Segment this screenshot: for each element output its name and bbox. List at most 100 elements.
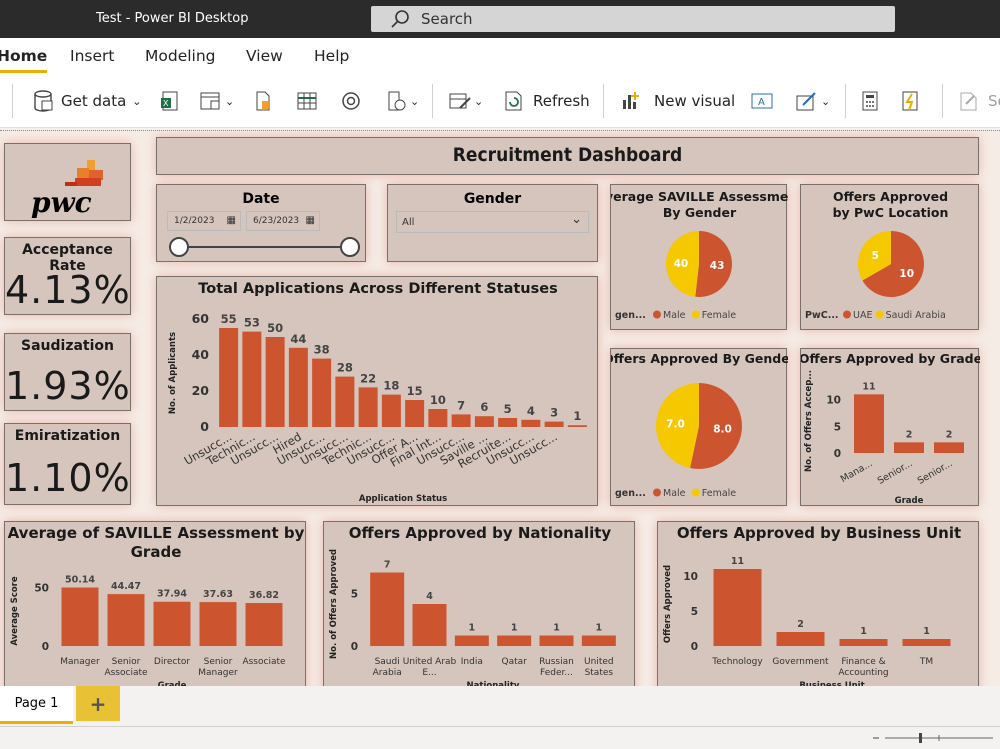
x-tick-label: Senior... (876, 458, 915, 487)
x-tick-label: United Arab (403, 657, 457, 667)
bar (242, 331, 262, 427)
bar (521, 419, 541, 427)
legend-label: Male (663, 310, 686, 321)
sensitivity-button[interactable]: Se (958, 88, 1000, 114)
menu-help[interactable]: Help (314, 47, 350, 65)
x-tick-label: Feder... (540, 668, 573, 678)
end-date-input[interactable]: 6/23/2023 ▦ (246, 211, 320, 231)
data-label: 11 (731, 556, 744, 567)
data-label: 7 (457, 398, 465, 412)
pie-label: 10 (899, 268, 914, 280)
edit-queries-button[interactable]: ⌄ (448, 88, 483, 114)
start-date-input[interactable]: 1/2/2023 ▦ (167, 211, 241, 231)
menu-insert[interactable]: Insert (70, 47, 115, 65)
date-slider-start-handle[interactable] (169, 237, 189, 257)
bar (245, 603, 283, 646)
x-tick-label: Director (154, 657, 190, 667)
y-axis-label: No. of Applicants (168, 332, 178, 414)
edit-table-icon (449, 93, 471, 109)
legend-title: PwC... (805, 310, 839, 321)
x-axis-label: Application Status (359, 494, 447, 504)
date-slicer[interactable]: Date 1/2/2023 ▦ 6/23/2023 ▦ (156, 184, 366, 262)
bar (153, 601, 191, 646)
y-tick-label: 20 (192, 383, 210, 398)
y-axis-label: No. of Offers Accep... (804, 370, 814, 472)
legend-label: Saudi Arabia (886, 310, 946, 321)
chart-offers-gender-svg: Offers Approved By Gender 8.0 7.0 gen... Mal… (611, 351, 788, 499)
pwc-logo-card: pwc (4, 143, 131, 221)
data-label: 28 (337, 361, 353, 375)
gender-dropdown[interactable]: All ⌄ (396, 211, 589, 233)
recent-sources-button[interactable] (340, 88, 362, 114)
more-visuals-button[interactable]: ⌄ (795, 88, 830, 114)
bar (335, 376, 355, 427)
new-measure-button[interactable] (860, 88, 880, 114)
pie-label: 40 (674, 258, 689, 270)
refresh-icon (505, 91, 522, 111)
ribbon-separator (603, 84, 604, 118)
bar (713, 569, 762, 646)
bar (902, 639, 951, 646)
excel-button[interactable]: X (160, 88, 180, 114)
menu-view[interactable]: View (246, 47, 283, 65)
page-tab-1[interactable]: Page 1 (0, 686, 73, 724)
bar (544, 421, 564, 427)
pie-slice (858, 231, 891, 281)
chevron-down-icon: ⌄ (132, 94, 142, 108)
zoom-slider[interactable] (873, 732, 1000, 744)
bar (451, 414, 471, 427)
data-label: 36.82 (249, 590, 279, 601)
chevron-down-icon: ⌄ (225, 94, 235, 108)
at-icon (342, 92, 360, 110)
datasets-button[interactable]: ⌄ (199, 88, 234, 114)
new-visual-label: New visual (654, 92, 736, 110)
get-data-button[interactable]: Get data ⌄ (33, 88, 142, 114)
y-tick-label: 5 (351, 589, 358, 601)
chart-offers-bu: Offers Approved by Business Unit 0 5 10 Offe… (657, 521, 979, 686)
x-tick-label: Finance & (841, 657, 885, 667)
database-icon (34, 90, 53, 112)
chart-title: Offers Approved By Gender (611, 351, 788, 366)
data-label: 1 (573, 409, 581, 423)
refresh-label: Refresh (533, 92, 590, 110)
chart-saville-gender: Average SAVILLE AssessmentBy Gender 43 40 g… (610, 184, 788, 330)
refresh-button[interactable]: Refresh (503, 88, 590, 114)
chart-offers-location: Offers Approved by PwC Location 10 5 PwC... U… (800, 184, 979, 330)
file-icon (256, 91, 270, 111)
bar (776, 632, 825, 646)
pwc-logo (65, 160, 103, 186)
x-tick-label: United (584, 657, 614, 667)
data-label: 2 (946, 429, 953, 440)
y-tick-label: 40 (192, 347, 210, 362)
gender-slicer[interactable]: Gender All ⌄ (387, 184, 598, 262)
text-box-button[interactable]: A (750, 88, 774, 114)
search-box[interactable]: Search (371, 6, 895, 32)
menu-modeling[interactable]: Modeling (145, 47, 216, 65)
data-label: 1 (596, 623, 603, 634)
quick-measure-button[interactable] (900, 88, 922, 114)
chart-saville-grade-svg: Average of SAVILLE Assessment byGrade050… (8, 524, 305, 686)
menu-bar: Home Insert Modeling View Help (0, 38, 1000, 74)
data-label: 50.14 (65, 575, 95, 586)
bar (934, 442, 964, 453)
bar (61, 587, 99, 646)
data-label: 15 (407, 384, 423, 398)
add-page-button[interactable]: + (76, 686, 120, 721)
x-tick-label: Senior... (916, 458, 955, 487)
enter-data-button[interactable] (296, 88, 318, 114)
new-visual-button[interactable]: New visual (620, 88, 735, 114)
dataverse-button[interactable] (253, 88, 273, 114)
bar (854, 394, 884, 453)
calendar-icon: ▦ (226, 215, 236, 226)
dataset-icon (200, 92, 220, 110)
end-date-value: 6/23/2023 (253, 216, 300, 226)
data-label: 10 (430, 393, 446, 407)
transform-button[interactable]: ⌄ (386, 88, 419, 114)
pie-slice (695, 231, 733, 297)
y-tick-label: 50 (34, 583, 49, 595)
date-slicer-title: Date (242, 191, 280, 207)
legend-label: Female (702, 488, 737, 499)
date-slider-end-handle[interactable] (340, 237, 360, 257)
menu-home[interactable]: Home (0, 47, 48, 73)
